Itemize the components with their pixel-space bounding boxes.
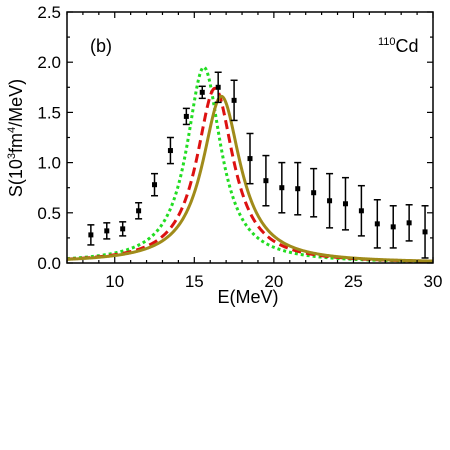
model-curves [66, 65, 434, 263]
nucleus-label: 110Cd [378, 36, 419, 56]
x-tick-label: 10 [105, 272, 124, 291]
axes: 10 15 20 25 30 0.0 0.5 1.0 1.5 2.0 2.5 [37, 3, 442, 291]
y-tick-label: 0.0 [37, 254, 61, 273]
y-title-sup1: 3 [6, 153, 18, 159]
x-tick-label: 30 [424, 272, 443, 291]
y-tick-label: 1.5 [37, 103, 61, 122]
y-tick-label: 1.0 [37, 154, 61, 173]
y-title-sup2: 4 [6, 127, 18, 133]
data-point [119, 221, 127, 237]
data-marker [406, 220, 412, 226]
data-marker [199, 89, 205, 95]
data-marker [247, 156, 253, 162]
data-marker [279, 185, 285, 191]
nucleus-symbol: Cd [396, 36, 419, 56]
y-axis-title: S(103fm4/MeV) [6, 79, 26, 197]
data-point [214, 71, 222, 104]
data-marker [183, 113, 189, 119]
data-marker [152, 182, 158, 188]
data-point [135, 202, 143, 220]
data-point [341, 176, 349, 231]
data-marker [136, 208, 142, 214]
data-marker [167, 148, 173, 154]
data-point [103, 222, 111, 240]
data-marker [104, 228, 110, 234]
data-point [373, 198, 381, 249]
data-point [87, 224, 95, 246]
data-point [166, 136, 174, 165]
curve-dotted [66, 65, 434, 263]
curve-solid [66, 94, 434, 263]
data-point [182, 107, 190, 126]
data-point [198, 85, 206, 100]
experimental-data [87, 71, 429, 259]
data-marker [295, 186, 301, 192]
data-point [389, 205, 397, 249]
data-marker [231, 97, 237, 103]
data-marker [263, 178, 269, 184]
y-title-mid: fm [6, 133, 26, 153]
data-marker [422, 229, 428, 235]
data-marker [327, 198, 333, 204]
y-title-pre: S(10 [6, 159, 26, 197]
data-point [262, 154, 270, 207]
data-marker [215, 84, 221, 90]
data-marker [88, 232, 94, 238]
x-tick-label: 20 [264, 272, 283, 291]
y-title-post: /MeV) [6, 79, 26, 127]
data-point [326, 172, 334, 229]
data-marker [358, 208, 364, 214]
data-marker [311, 190, 317, 196]
data-point [357, 184, 365, 237]
data-point [310, 167, 318, 218]
data-point [230, 79, 238, 122]
y-tick-label: 2.0 [37, 53, 61, 72]
y-tick-label: 2.5 [37, 3, 61, 22]
data-point [421, 205, 429, 259]
y-tick-label: 0.5 [37, 204, 61, 223]
data-point [151, 172, 159, 197]
data-marker [120, 226, 126, 232]
x-tick-label: 15 [185, 272, 204, 291]
panel-label: (b) [90, 36, 112, 56]
data-point [278, 161, 286, 214]
data-point [294, 161, 302, 216]
x-axis-title: E(MeV) [217, 287, 278, 307]
data-marker [374, 221, 380, 227]
data-point [246, 132, 254, 185]
data-marker [342, 201, 348, 207]
data-point [405, 204, 413, 242]
nucleus-mass-number: 110 [378, 36, 396, 48]
x-tick-label: 25 [344, 272, 363, 291]
data-marker [390, 224, 396, 230]
